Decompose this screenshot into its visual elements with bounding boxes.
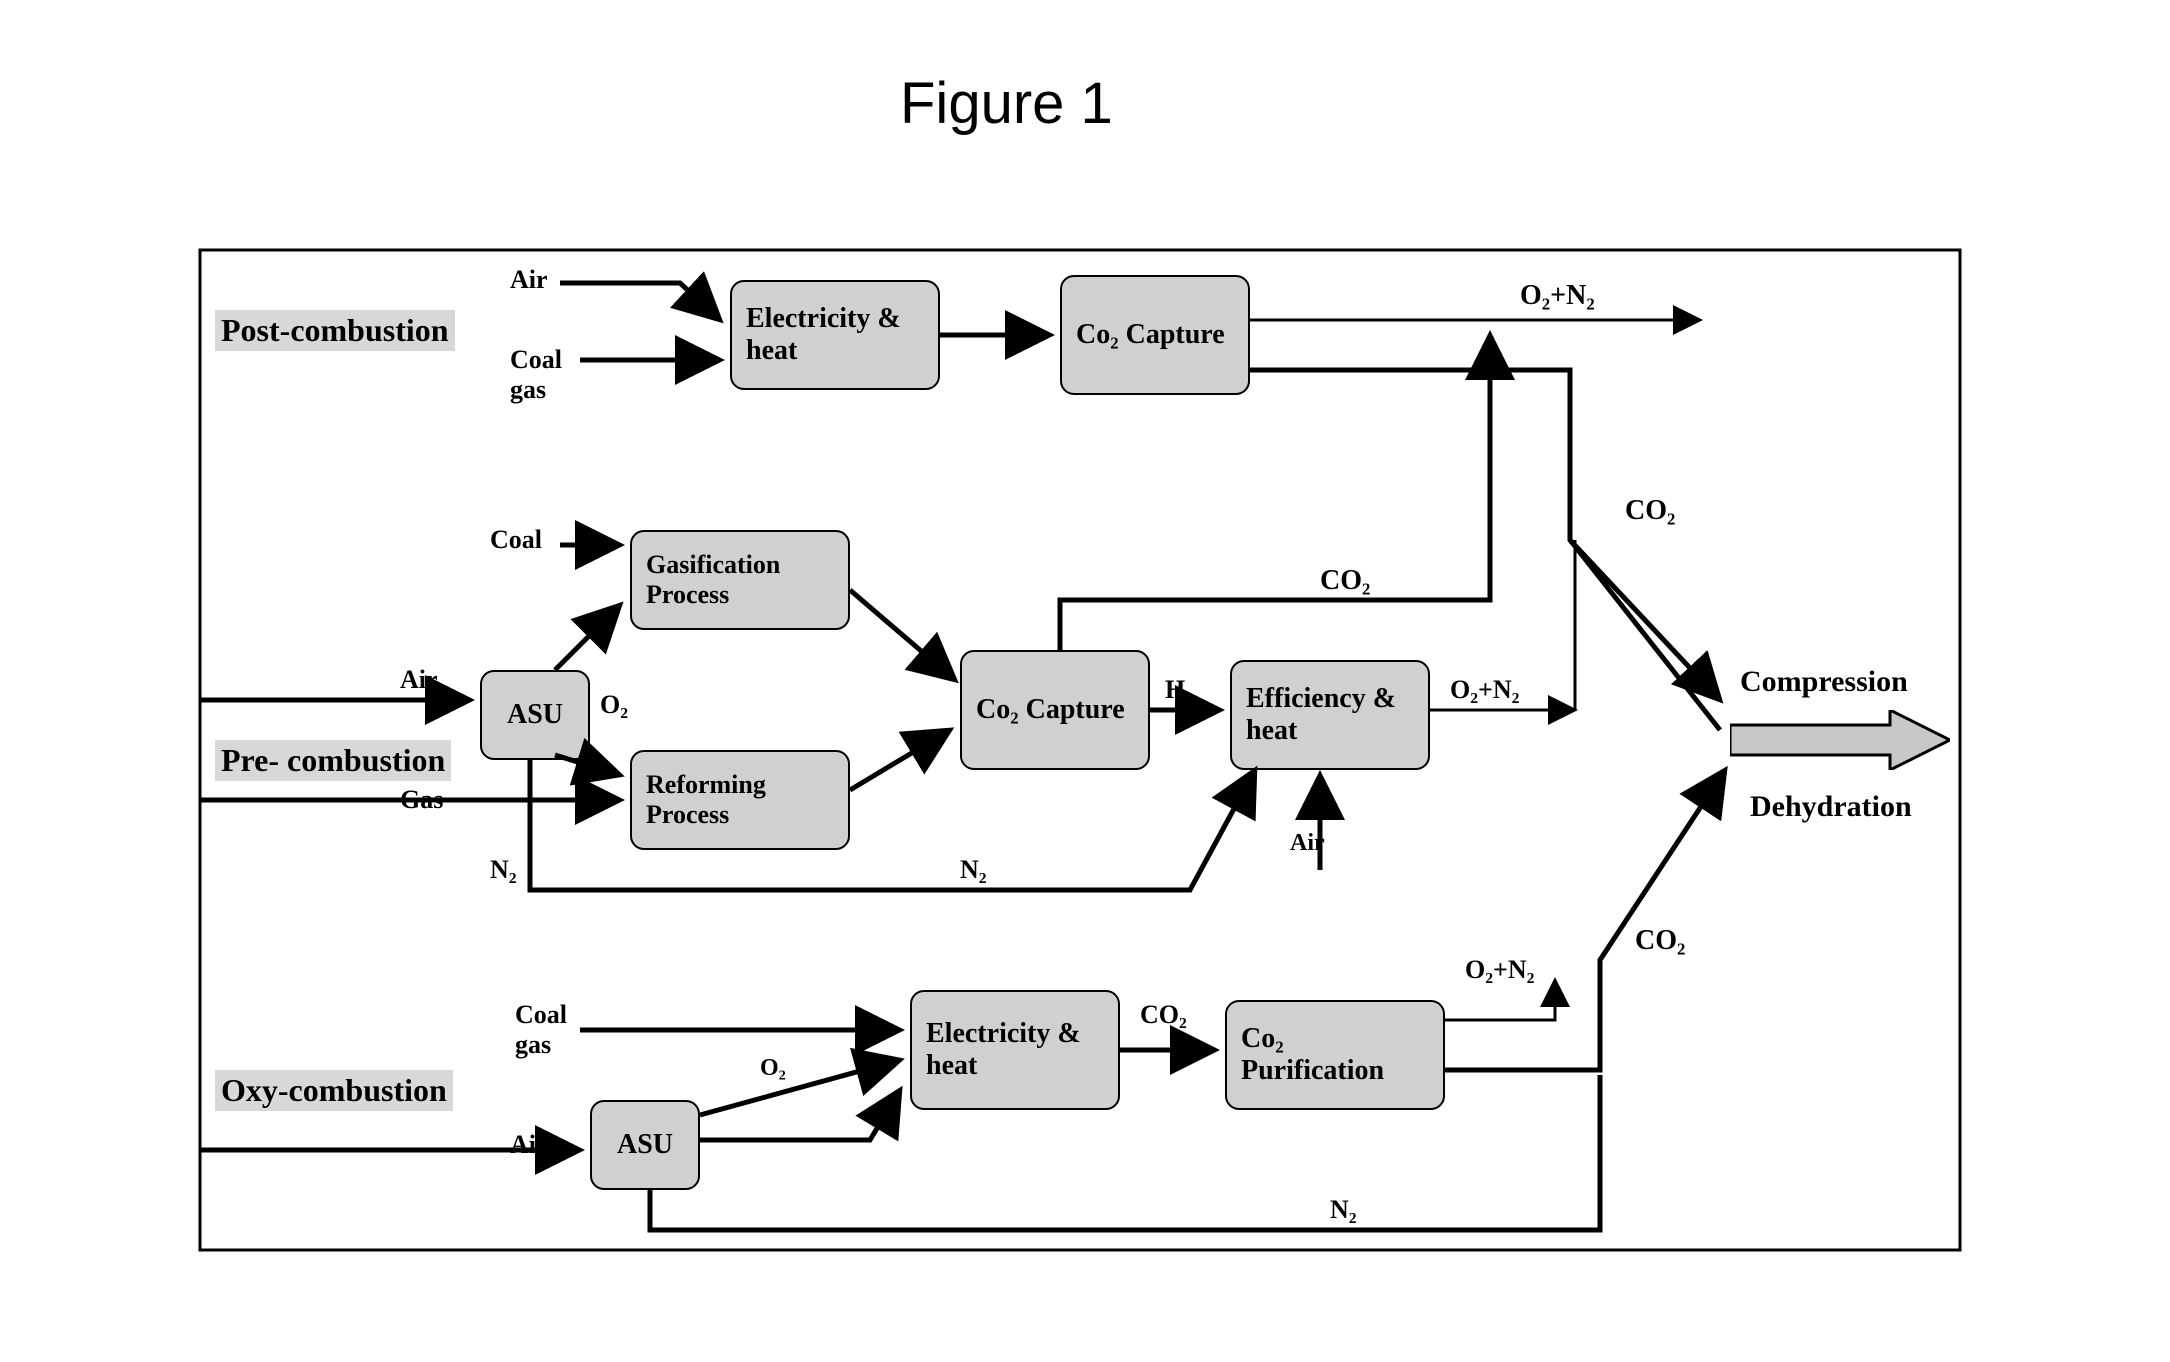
stream-o2n2-oxy: O₂+N₂: [1465, 955, 1534, 985]
input-oxy-coalgas2: gas: [515, 1030, 551, 1060]
stream-n2-oxy: N₂: [1330, 1195, 1357, 1225]
box-post-elec: Electricity & heat: [730, 280, 940, 390]
stream-n2-pre-left: N₂: [490, 855, 517, 885]
diagram-canvas: Figure 1 Post-combustion Pre- combustion…: [0, 0, 2170, 1362]
box-pre-capture: Co₂ Capture: [960, 650, 1150, 770]
box-post-capture: Co₂ Capture: [1060, 275, 1250, 395]
input-oxy-air: Air: [510, 1130, 548, 1160]
box-pre-gasif: Gasification Process: [630, 530, 850, 630]
stream-co2-oxy: CO₂: [1140, 1000, 1187, 1030]
stream-o2n2-top: O₂+N₂: [1520, 280, 1595, 312]
box-pre-asu: ASU: [480, 670, 590, 760]
stream-h2: H₂: [1165, 675, 1193, 705]
input-pre-coal: Coal: [490, 525, 542, 555]
input-post-air: Air: [510, 265, 548, 295]
box-pre-reform: Reforming Process: [630, 750, 850, 850]
input-pre-air: Air: [400, 665, 438, 695]
row-label-pre: Pre- combustion: [215, 740, 451, 781]
stream-co2-pre: CO₂: [1320, 565, 1370, 597]
input-pre-gas: Gas: [400, 785, 443, 815]
stream-o2n2-pre: O₂+N₂: [1450, 675, 1519, 705]
stream-co2-oxy-right: CO₂: [1635, 925, 1685, 957]
row-label-post: Post-combustion: [215, 310, 455, 351]
output-compression: Compression: [1740, 665, 1908, 699]
box-oxy-elec: Electricity & heat: [910, 990, 1120, 1110]
stream-air-pre-bottom: Air: [1290, 830, 1325, 857]
row-label-oxy: Oxy-combustion: [215, 1070, 453, 1111]
compression-arrow-icon: [1730, 710, 1950, 770]
box-oxy-asu: ASU: [590, 1100, 700, 1190]
stream-o2-pre: O₂: [600, 690, 628, 720]
box-pre-eff: Efficiency & heat: [1230, 660, 1430, 770]
output-dehydration: Dehydration: [1750, 790, 1912, 824]
stream-co2-top: CO₂: [1625, 495, 1675, 527]
stream-n2-pre-mid: N₂: [960, 855, 987, 885]
box-oxy-purif: Co₂ Purification: [1225, 1000, 1445, 1110]
figure-title: Figure 1: [900, 70, 1113, 137]
stream-o2-oxy: O₂: [760, 1055, 786, 1082]
input-oxy-coalgas1: Coal: [515, 1000, 567, 1030]
input-post-coalgas1: Coal: [510, 345, 562, 375]
input-post-coalgas2: gas: [510, 375, 546, 405]
